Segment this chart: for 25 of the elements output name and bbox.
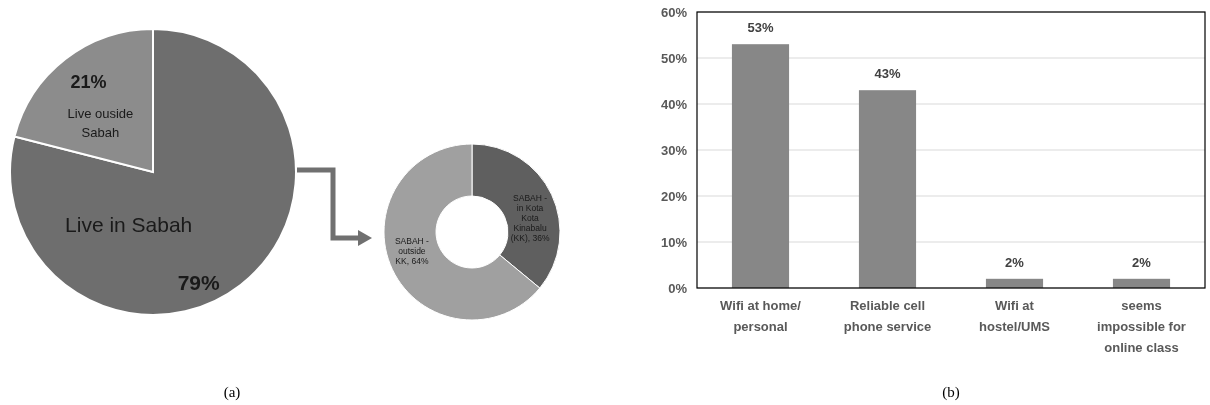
x-tick-label: seems impossible for online class [1097, 298, 1186, 355]
text: (b) [942, 384, 960, 401]
y-tick-label: 0% [668, 280, 688, 296]
x-tick-label: Wifi at hostel/UMS [979, 298, 1051, 334]
y-tick-label: 60% [660, 4, 688, 20]
y-tick-label: 50% [660, 50, 688, 66]
data-label: 21% [70, 72, 107, 93]
y-tick-label: 30% [660, 142, 688, 158]
bar [731, 44, 790, 288]
slice-label: SABAH - outside KK, 64% [394, 236, 430, 267]
data-label: 53% [747, 20, 774, 36]
y-tick-label: 40% [660, 96, 688, 112]
data-label: 43% [874, 66, 901, 82]
bar [858, 90, 917, 288]
text: (a) [223, 384, 241, 401]
x-tick-label: Reliable cell phone service [843, 298, 932, 334]
data-label: 79% [177, 270, 221, 294]
x-tick-label: Wifi at home/ personal [720, 298, 802, 334]
data-label: 2% [1132, 254, 1152, 270]
slice-label: Live in Sabah [65, 212, 193, 236]
slice-label: Live ouside Sabah [67, 106, 134, 141]
y-tick-label: 20% [660, 188, 688, 204]
y-tick-label: 10% [660, 234, 688, 250]
data-label: 2% [1005, 254, 1025, 270]
pie-slice [9, 28, 297, 316]
